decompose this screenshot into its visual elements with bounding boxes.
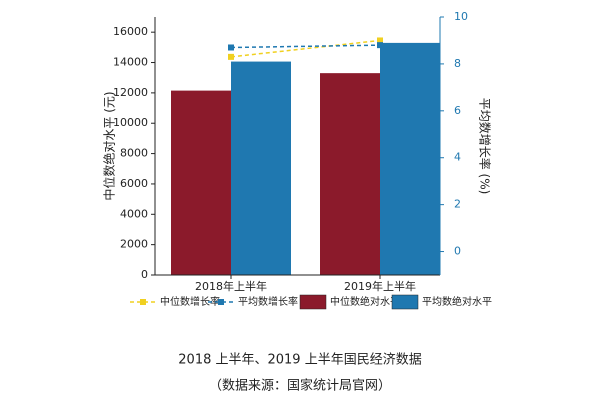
y-tick-label: 14000	[113, 56, 148, 69]
legend-label: 平均数绝对水平	[422, 295, 492, 308]
y-tick-label: 16000	[113, 25, 148, 38]
line	[230, 39, 381, 58]
chart-title: 2018 上半年、2019 上半年国民经济数据	[178, 353, 421, 368]
bar	[171, 90, 231, 275]
y2-tick-label: 10	[454, 10, 468, 23]
legend-swatch	[299, 294, 327, 310]
bar	[380, 42, 440, 276]
legend-label: 中位数绝对水平	[330, 295, 400, 308]
line-marker	[377, 37, 383, 44]
y-tick-label: 6000	[120, 177, 148, 190]
legend-label: 中位数增长率	[160, 295, 220, 308]
y-tick-label: 10000	[113, 116, 148, 129]
y2-axis-label: 平均数增长率 (%)	[478, 98, 493, 195]
legend-marker	[218, 299, 224, 305]
y2-tick-label: 2	[454, 198, 461, 211]
y-axis-label: 中位数绝对水平 (元)	[102, 91, 117, 200]
line	[230, 44, 381, 49]
x-tick-label: 2018年上半年	[195, 279, 267, 293]
line-marker	[228, 53, 234, 60]
legend-marker	[140, 299, 146, 305]
y2-tick-label: 8	[454, 57, 461, 70]
line-marker	[377, 42, 383, 49]
y-tick-label: 4000	[120, 207, 148, 220]
x-tick-label: 2019年上半年	[344, 279, 416, 293]
bar	[231, 61, 291, 275]
y-tick-label: 0	[141, 268, 148, 281]
y-tick-label: 8000	[120, 147, 148, 160]
y2-tick-label: 6	[454, 104, 461, 117]
y-tick-label: 2000	[120, 238, 148, 251]
line-marker	[228, 44, 234, 51]
legend-swatch	[391, 294, 419, 310]
y2-tick-label: 0	[454, 245, 461, 258]
legend-label: 平均数增长率	[238, 295, 298, 308]
chart-subtitle: （数据来源：国家统计局官网）	[209, 378, 391, 394]
y2-tick-label: 4	[454, 151, 461, 164]
bar	[320, 73, 380, 275]
y-tick-label: 12000	[113, 86, 148, 99]
